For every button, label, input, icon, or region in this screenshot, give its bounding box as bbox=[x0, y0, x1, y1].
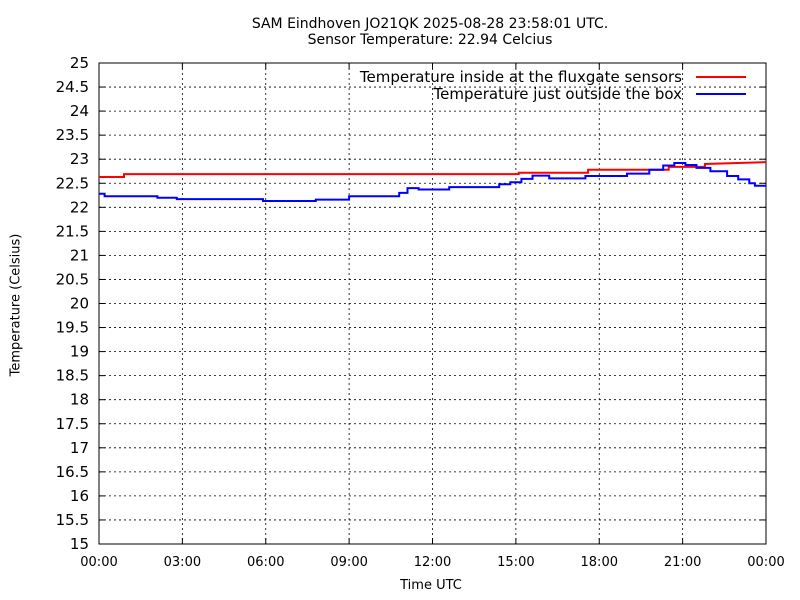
x-tick-label: 00:00 bbox=[747, 555, 784, 570]
x-tick-label: 12:00 bbox=[414, 555, 451, 570]
y-tick-label: 17 bbox=[70, 439, 89, 457]
y-tick-label: 17.5 bbox=[56, 415, 89, 433]
y-tick-label: 16.5 bbox=[56, 463, 89, 481]
y-tick-label: 15 bbox=[70, 535, 89, 553]
y-tick-label: 21 bbox=[70, 246, 89, 264]
x-tick-label: 00:00 bbox=[80, 555, 117, 570]
x-tick-label: 18:00 bbox=[581, 555, 618, 570]
y-tick-label: 22 bbox=[70, 198, 89, 216]
y-tick-label: 15.5 bbox=[56, 511, 89, 529]
y-tick-label: 18 bbox=[70, 391, 89, 409]
y-tick-label: 19.5 bbox=[56, 319, 89, 337]
x-tick-label: 03:00 bbox=[164, 555, 201, 570]
y-tick-label: 20 bbox=[70, 295, 89, 313]
y-tick-label: 21.5 bbox=[56, 222, 89, 240]
chart-title: SAM Eindhoven JO21QK 2025-08-28 23:58:01… bbox=[251, 16, 609, 32]
x-axis-label: Time UTC bbox=[400, 578, 462, 593]
legend-label-1: Temperature inside at the fluxgate senso… bbox=[359, 68, 682, 86]
y-tick-label: 22.5 bbox=[56, 174, 89, 192]
y-tick-label: 23 bbox=[70, 150, 89, 168]
x-tick-label: 15:00 bbox=[497, 555, 534, 570]
y-tick-label: 25 bbox=[70, 54, 89, 72]
y-axis-label: Temperature (Celsius) bbox=[8, 233, 24, 377]
y-tick-label: 18.5 bbox=[56, 367, 89, 385]
y-tick-label: 19 bbox=[70, 343, 89, 361]
y-tick-label: 20.5 bbox=[56, 270, 89, 288]
y-tick-label: 23.5 bbox=[56, 126, 89, 144]
chart-subtitle: Sensor Temperature: 22.94 Celcius bbox=[307, 32, 553, 48]
x-tick-label: 09:00 bbox=[330, 555, 367, 570]
series-line-2 bbox=[99, 162, 766, 202]
y-tick-label: 24 bbox=[70, 102, 89, 120]
legend-label-2: Temperature just outside the box bbox=[433, 85, 683, 103]
x-tick-label: 06:00 bbox=[247, 555, 284, 570]
y-tick-label: 16 bbox=[70, 487, 89, 505]
series-line-1 bbox=[99, 161, 767, 178]
x-tick-label: 21:00 bbox=[664, 555, 701, 570]
y-tick-label: 24.5 bbox=[56, 78, 89, 96]
